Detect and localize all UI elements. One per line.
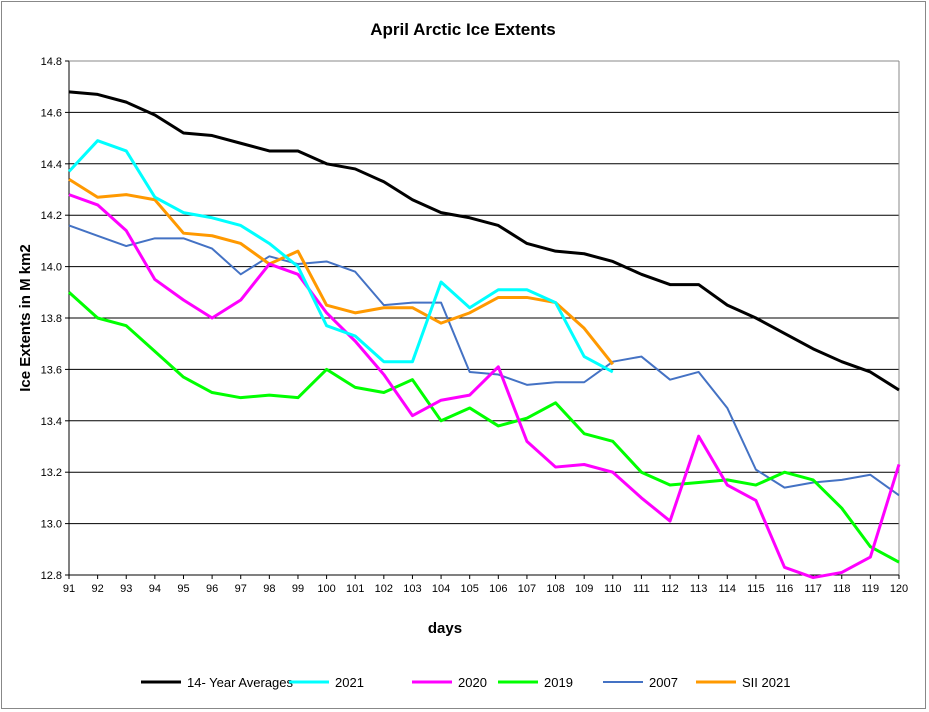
x-tick-label: 102: [375, 583, 393, 595]
legend-label: SII 2021: [742, 675, 790, 690]
legend-label: 2020: [458, 675, 487, 690]
y-tick-label: 14.8: [41, 56, 62, 68]
x-tick-label: 117: [804, 583, 822, 595]
y-tick-label: 13.6: [41, 364, 62, 376]
x-tick-label: 100: [317, 583, 335, 595]
x-tick-label: 94: [149, 583, 161, 595]
y-tick-label: 14.4: [41, 159, 62, 171]
series-line-sii-2021: [68, 177, 614, 366]
legend-label: 14- Year Averages: [187, 675, 294, 690]
y-tick-label: 13.2: [41, 467, 62, 479]
x-tick-label: 95: [177, 583, 189, 595]
x-tick-label: 91: [63, 583, 75, 595]
x-tick-label: 97: [235, 583, 247, 595]
series-line-2007: [68, 224, 900, 497]
x-tick-label: 101: [346, 583, 364, 595]
x-tick-label: 107: [518, 583, 536, 595]
x-tick-label: 96: [206, 583, 218, 595]
x-tick-label: 103: [403, 583, 421, 595]
series-line-14-year-averages: [68, 90, 900, 392]
x-tick-label: 109: [575, 583, 593, 595]
x-axis-label: days: [428, 620, 462, 637]
x-tick-label: 114: [719, 583, 737, 595]
x-tick-label: 112: [661, 583, 679, 595]
x-tick-label: 113: [690, 583, 708, 595]
legend-label: 2021: [335, 675, 364, 690]
y-tick-label: 13.0: [41, 519, 62, 531]
x-tick-label: 93: [120, 583, 132, 595]
series-line-2019: [67, 291, 900, 564]
y-axis-label: Ice Extents in M km2: [17, 244, 34, 392]
chart-title: April Arctic Ice Extents: [370, 20, 556, 39]
x-tick-label: 92: [91, 583, 103, 595]
y-tick-label: 13.8: [41, 313, 62, 325]
y-tick-label: 14.2: [41, 210, 62, 222]
x-tick-label: 111: [633, 583, 650, 595]
y-tick-label: 12.8: [41, 570, 62, 582]
x-tick-label: 110: [604, 583, 622, 595]
y-tick-label: 14.0: [41, 262, 62, 274]
legend-label: 2007: [649, 675, 678, 690]
legend-label: 2019: [544, 675, 573, 690]
series-line-2021: [67, 139, 614, 374]
x-tick-label: 99: [292, 583, 304, 595]
x-tick-label: 106: [489, 583, 507, 595]
series-line-2020: [68, 193, 901, 580]
x-tick-label: 118: [833, 583, 851, 595]
x-tick-label: 105: [461, 583, 479, 595]
y-tick-label: 13.4: [41, 416, 62, 428]
x-tick-label: 98: [263, 583, 275, 595]
x-tick-label: 119: [862, 583, 880, 595]
x-tick-label: 120: [890, 583, 908, 595]
x-tick-label: 116: [776, 583, 794, 595]
y-tick-label: 14.6: [41, 107, 62, 119]
x-tick-label: 115: [747, 583, 765, 595]
x-tick-label: 108: [546, 583, 564, 595]
x-tick-label: 104: [432, 583, 450, 595]
